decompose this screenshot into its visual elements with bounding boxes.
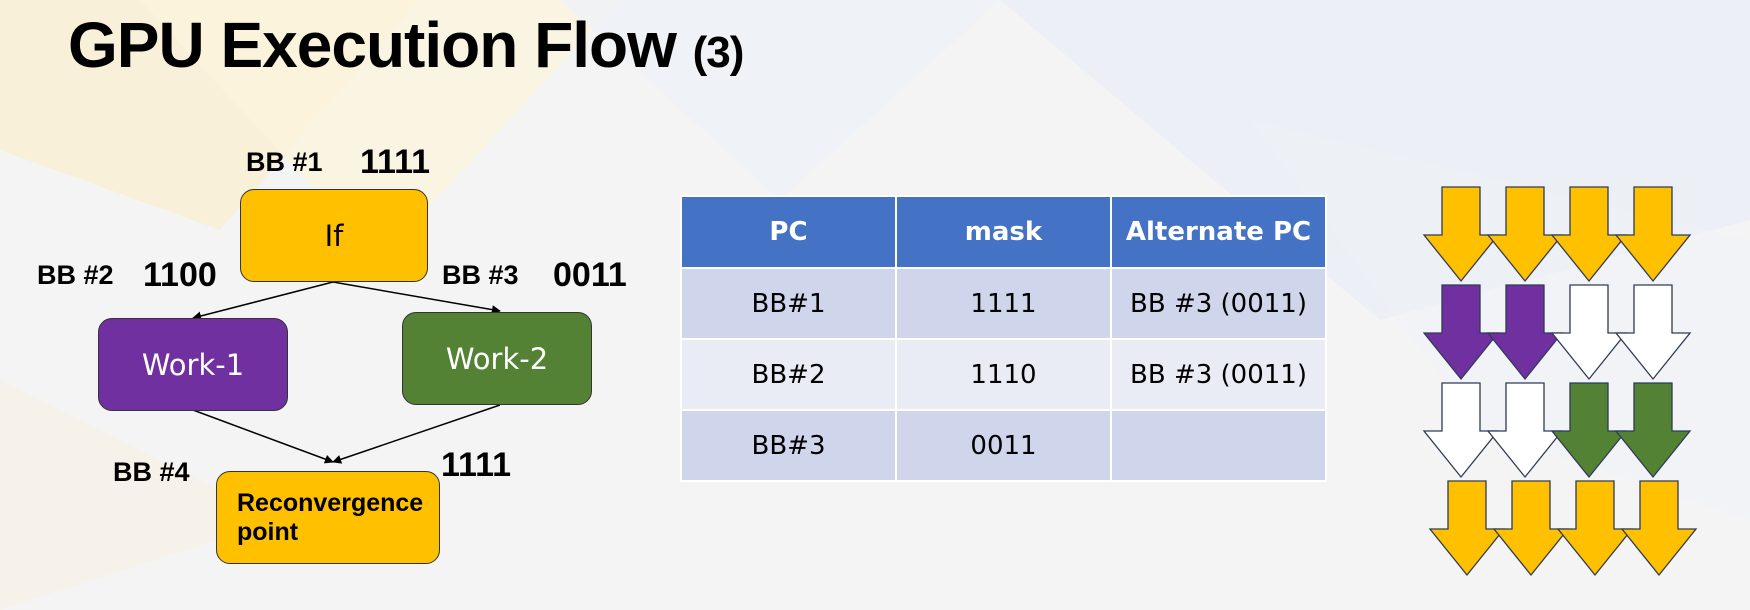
- cell-mask: 0011: [895, 409, 1112, 482]
- flow-edges: [192, 281, 501, 464]
- bb4-label: BB #4: [113, 457, 190, 487]
- thread-arrow-yellow: [1486, 186, 1564, 283]
- header-mask: mask: [895, 195, 1112, 269]
- cell-mask: 1111: [895, 267, 1112, 340]
- thread-arrow-yellow: [1428, 480, 1506, 577]
- edge-if-to-work2: [332, 281, 501, 315]
- thread-arrow-empty: [1550, 284, 1628, 381]
- title-suffix: (3): [692, 28, 745, 77]
- reconvergence-node: Reconvergence point: [216, 471, 440, 564]
- thread-arrow-yellow: [1620, 480, 1698, 577]
- edge-work1-to-reconv: [192, 409, 334, 464]
- title-text: GPU Execution Flow: [68, 9, 677, 81]
- edge-if-to-work1: [192, 281, 334, 321]
- bb4-mask: 1111: [441, 446, 512, 484]
- work2-node: Work-2: [402, 312, 592, 405]
- bb3-mask: 0011: [553, 256, 627, 294]
- thread-arrow-yellow: [1492, 480, 1570, 577]
- cell-alternate-pc: BB #3 (0011): [1110, 338, 1327, 411]
- thread-arrow-purple: [1422, 284, 1500, 381]
- bb2-mask: 1100: [143, 256, 217, 294]
- table-header-row: PC mask Alternate PC: [680, 195, 1327, 269]
- thread-arrow-yellow: [1422, 186, 1500, 283]
- cell-pc: BB#3: [680, 409, 897, 482]
- thread-arrows-grid: [1422, 186, 1698, 577]
- if-node-label: If: [324, 218, 344, 253]
- cell-pc: BB#1: [680, 267, 897, 340]
- table-row: BB#2 1110 BB #3 (0011): [680, 338, 1327, 411]
- cell-alternate-pc: [1110, 409, 1327, 482]
- thread-arrow-empty: [1614, 284, 1692, 381]
- simt-stack-table: PC mask Alternate PC BB#1 1111 BB #3 (00…: [680, 195, 1327, 482]
- thread-arrow-yellow: [1556, 480, 1634, 577]
- reconvergence-node-label: Reconvergence point: [237, 488, 424, 546]
- thread-arrow-empty: [1486, 382, 1564, 479]
- if-node: If: [240, 189, 428, 282]
- thread-arrow-green: [1614, 382, 1692, 479]
- work2-node-label: Work-2: [445, 341, 549, 376]
- header-alternate-pc: Alternate PC: [1110, 195, 1327, 269]
- work1-node-label: Work-1: [141, 347, 245, 382]
- thread-arrow-green: [1550, 382, 1628, 479]
- bb1-mask: 1111: [360, 143, 431, 181]
- header-pc: PC: [680, 195, 897, 269]
- thread-arrow-yellow: [1550, 186, 1628, 283]
- slide-title: GPU Execution Flow (3): [68, 8, 745, 82]
- cell-alternate-pc: BB #3 (0011): [1110, 267, 1327, 340]
- thread-arrow-purple: [1486, 284, 1564, 381]
- cell-pc: BB#2: [680, 338, 897, 411]
- edge-work2-to-reconv: [332, 404, 501, 464]
- thread-arrow-empty: [1422, 382, 1500, 479]
- bb3-label: BB #3: [442, 260, 519, 290]
- table-row: BB#3 0011: [680, 409, 1327, 482]
- bb1-label: BB #1: [246, 147, 323, 177]
- work1-node: Work-1: [98, 318, 288, 411]
- table-row: BB#1 1111 BB #3 (0011): [680, 267, 1327, 340]
- thread-arrow-yellow: [1614, 186, 1692, 283]
- cell-mask: 1110: [895, 338, 1112, 411]
- bb2-label: BB #2: [37, 260, 114, 290]
